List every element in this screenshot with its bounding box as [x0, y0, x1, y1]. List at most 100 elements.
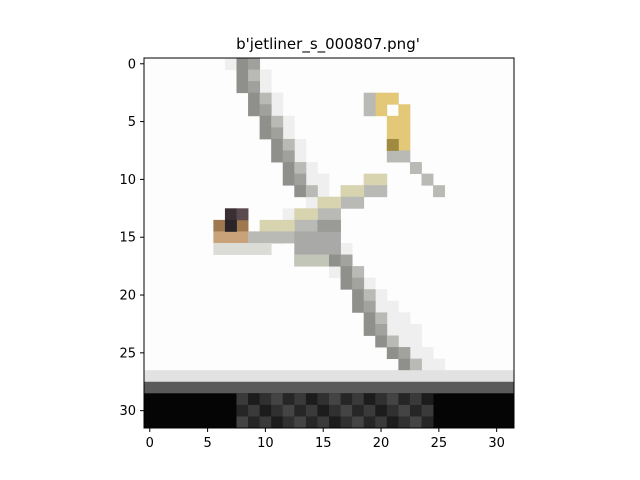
runway-texture-pixel: [271, 404, 284, 417]
axes-frame: [143, 57, 515, 429]
lower-wing-pixel: [398, 347, 411, 360]
lower-wing-pixel: [363, 289, 376, 302]
runway-texture-pixel: [236, 416, 249, 429]
fuselage-pixel: [294, 254, 330, 267]
fuselage-pixel: [282, 219, 295, 232]
upper-wing-pixel: [305, 185, 318, 198]
upper-wing-pixel: [248, 104, 261, 117]
tail-pixel: [375, 92, 388, 105]
fuselage-pixel: [329, 196, 341, 209]
x-tick-label: 10: [257, 436, 274, 451]
runway-texture-pixel: [352, 416, 365, 429]
fuselage-pixel: [352, 196, 365, 209]
runway-texture-pixel: [294, 416, 307, 429]
y-tick-label: 15: [119, 231, 136, 246]
runway-texture-pixel: [305, 404, 318, 417]
runway-texture-pixel: [329, 404, 341, 417]
fuselage-pixel: [317, 208, 330, 221]
lower-wing-pixel: [363, 312, 376, 325]
runway-texture-pixel: [248, 404, 261, 417]
runway-texture-pixel: [352, 404, 365, 417]
upper-wing-pixel: [259, 127, 272, 140]
lower-wing-pixel: [398, 358, 411, 371]
fuselage-pixel: [317, 196, 330, 209]
fuselage-pixel: [340, 185, 353, 198]
lower-wing-pixel: [340, 254, 353, 267]
x-tick-label: 0: [146, 436, 154, 451]
runway-texture-pixel: [363, 393, 376, 406]
fuselage-pixel: [363, 173, 376, 186]
runway-texture-pixel: [329, 393, 341, 406]
tail-pixel: [398, 150, 411, 163]
tail-pixel: [386, 92, 399, 105]
y-axis-ticks: 0 5 10 15 20 25 30: [119, 57, 144, 419]
fuselage-pixel: [340, 196, 353, 209]
lower-wing-pixel: [352, 300, 365, 313]
runway-texture-pixel: [375, 404, 388, 417]
upper-wing-pixel: [294, 162, 307, 175]
wing-halo: [409, 358, 446, 371]
lower-wing-pixel: [375, 312, 388, 325]
runway-texture-pixel: [386, 416, 399, 429]
lower-wing-pixel: [329, 254, 341, 267]
upper-wing-pixel: [248, 92, 261, 105]
runway-texture-pixel: [282, 393, 295, 406]
wing-halo: [375, 312, 411, 325]
lower-wing-pixel: [363, 300, 376, 313]
runway-texture-pixel: [305, 393, 318, 406]
upper-wing-pixel: [282, 173, 295, 186]
runway-texture-pixel: [363, 404, 376, 417]
runway-texture-pixel: [352, 393, 365, 406]
runway-texture-pixel: [409, 416, 422, 429]
runway-texture-pixel: [329, 416, 341, 429]
y-tick-label: 20: [119, 289, 136, 304]
runway-texture-pixel: [282, 404, 295, 417]
runway-texture-pixel: [421, 404, 434, 417]
runway-texture-pixel: [294, 404, 307, 417]
upper-wing-pixel: [271, 115, 284, 128]
runway-texture-pixel: [294, 393, 307, 406]
upper-wing-pixel: [271, 138, 284, 151]
runway-texture-pixel: [340, 416, 353, 429]
tail-pixel: [433, 185, 446, 198]
x-tick-label: 25: [431, 436, 448, 451]
upper-wing-pixel: [236, 81, 249, 94]
upper-wing-pixel: [271, 150, 284, 163]
tail-pixel: [398, 127, 411, 140]
upper-wing-pixel: [294, 185, 307, 198]
tail-pixel: [421, 173, 434, 186]
x-tick-label: 5: [203, 436, 211, 451]
tail-pixel: [375, 104, 388, 117]
runway-texture-pixel: [271, 416, 284, 429]
fuselage-pixel: [271, 219, 284, 232]
wing-halo: [363, 300, 399, 313]
lower-wing-pixel: [352, 266, 365, 279]
wing-halo: [294, 173, 330, 186]
upper-wing-pixel: [259, 104, 272, 117]
fuselage-pixel: [317, 219, 341, 232]
upper-wing-pixel: [271, 127, 284, 140]
runway-texture-pixel: [317, 404, 330, 417]
tail-pixel: [363, 92, 376, 117]
fuselage-pixel: [305, 208, 318, 221]
fuselage-pixel: [352, 185, 365, 198]
y-tick-label: 5: [128, 115, 136, 130]
upper-wing-pixel: [259, 115, 272, 128]
nose-pixel: [213, 243, 272, 255]
fuselage-pixel: [305, 219, 318, 232]
y-tick-label: 0: [128, 57, 136, 72]
runway-texture-pixel: [375, 393, 388, 406]
upper-wing-pixel: [259, 92, 272, 105]
lower-wing-pixel: [340, 277, 353, 290]
runway-texture-pixel: [236, 404, 249, 417]
runway-texture-pixel: [409, 393, 422, 406]
cockpit-pixel: [224, 219, 237, 232]
tail-pixel: [409, 162, 422, 175]
upper-wing-pixel: [236, 58, 249, 70]
runway-texture-pixel: [271, 393, 284, 406]
runway-texture-pixel: [421, 393, 434, 406]
upper-wing-pixel: [248, 81, 261, 94]
lower-wing-pixel: [386, 347, 399, 360]
runway-light-band: [144, 370, 515, 383]
